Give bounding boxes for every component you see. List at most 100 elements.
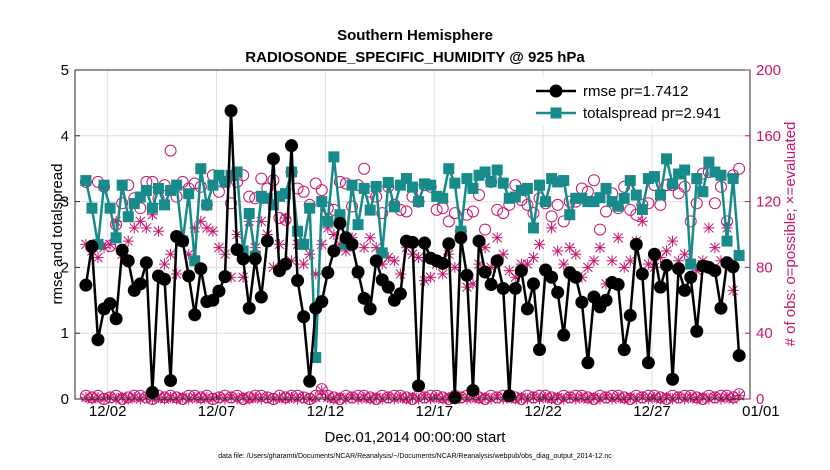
rmse-point — [587, 290, 601, 304]
obs-evaluated-marker — [122, 235, 134, 247]
rmse-point — [666, 372, 680, 386]
rmse-point — [684, 270, 698, 284]
obs-evaluated-marker — [201, 391, 213, 403]
spread-point — [515, 184, 527, 196]
spread-point — [219, 176, 231, 188]
spread-point — [189, 255, 201, 267]
rmse-point — [351, 265, 365, 279]
rmse-point — [176, 234, 190, 248]
spread-point — [255, 190, 267, 202]
rmse-point — [496, 281, 510, 295]
obs-evaluated-marker — [213, 391, 225, 403]
spread-point — [727, 173, 739, 185]
rmse-point — [623, 308, 637, 322]
rmse-point — [363, 302, 377, 316]
spread-point — [86, 202, 98, 214]
obs-evaluated-marker — [661, 391, 673, 403]
obs-possible-marker — [309, 177, 322, 190]
x-axis-label: Dec.01,2014 00:00:00 start — [325, 429, 507, 446]
obs-evaluated-marker — [273, 391, 285, 403]
rmse-point — [557, 328, 571, 342]
rmse-point — [653, 280, 667, 294]
obs-evaluated-marker — [594, 242, 606, 254]
legend: rmse pr=1.7412 totalspread pr=2.941 — [530, 76, 745, 126]
obs-evaluated-marker — [425, 271, 437, 283]
plot-frame — [74, 69, 751, 400]
spread-point — [564, 209, 576, 221]
obs-evaluated-marker — [697, 391, 709, 403]
spread-point — [419, 178, 431, 190]
spread-point — [292, 225, 304, 237]
obs-possible-marker — [527, 207, 540, 220]
obs-possible-marker — [442, 215, 455, 228]
rmse-point — [285, 139, 299, 153]
spread-point — [328, 151, 340, 163]
spread-point — [691, 173, 703, 185]
rmse-point — [242, 301, 256, 315]
spread-point — [152, 182, 164, 194]
spread-point — [733, 250, 745, 262]
obs-evaluated-marker — [733, 390, 745, 402]
obs-evaluated-marker — [667, 235, 679, 247]
rmse-point — [520, 302, 534, 316]
chart-title: Southern Hemisphere — [337, 27, 493, 44]
spread-point — [358, 182, 370, 194]
obs-evaluated-marker — [703, 222, 715, 234]
spread-point — [201, 199, 213, 211]
spread-point — [382, 177, 394, 189]
obs-possible-marker — [473, 189, 486, 202]
spread-point — [279, 188, 291, 200]
obs-possible-marker — [146, 175, 159, 188]
y-right-tick-label: 40 — [756, 325, 773, 342]
obs-evaluated-marker — [165, 248, 177, 260]
y-tick-label: 4 — [61, 128, 69, 145]
spread-point — [80, 175, 92, 187]
rmse-point — [442, 237, 456, 251]
y-axis-label: rmse and totalspread — [49, 164, 66, 305]
spread-point — [346, 179, 358, 191]
obs-evaluated-marker — [388, 255, 400, 267]
obs-evaluated-marker — [588, 255, 600, 267]
y-axis-right-label: # of obs: o=possible; ×=evaluated — [782, 122, 799, 347]
obs-possible-marker — [624, 203, 637, 216]
rmse-point — [412, 379, 426, 393]
obs-evaluated-marker — [382, 391, 394, 403]
rmse-point — [551, 285, 565, 299]
obs-possible-marker — [594, 223, 606, 236]
rmse-point — [236, 252, 250, 266]
spread-point — [243, 207, 255, 219]
y-tick-label: 1 — [61, 325, 69, 342]
rmse-point — [484, 278, 498, 292]
y-right-tick-label: 200 — [756, 62, 781, 79]
obs-evaluated-marker — [358, 391, 370, 403]
rmse-point — [230, 243, 244, 257]
spread-point — [304, 202, 316, 214]
obs-possible-marker — [587, 174, 600, 187]
rmse-point — [436, 256, 450, 270]
obs-evaluated-marker — [636, 215, 648, 227]
obs-possible-marker — [376, 207, 389, 220]
spread-point — [491, 164, 503, 176]
rmse-point — [690, 324, 704, 338]
rmse-point — [460, 268, 474, 282]
spread-point — [473, 169, 485, 181]
obs-evaluated-marker — [207, 225, 219, 237]
obs-evaluated-marker — [570, 248, 582, 260]
spread-point — [648, 171, 660, 183]
obs-evaluated-marker — [334, 391, 346, 403]
spread-point — [521, 182, 533, 194]
obs-evaluated-marker — [159, 258, 171, 270]
obs-evaluated-marker — [237, 391, 249, 403]
spread-point — [159, 199, 171, 211]
obs-evaluated-marker — [116, 391, 128, 403]
rmse-point — [672, 262, 686, 276]
obs-evaluated-marker — [709, 242, 721, 254]
obs-possible-marker — [690, 197, 703, 210]
spread-point — [503, 192, 515, 204]
rmse-point — [490, 254, 504, 268]
obs-evaluated-marker — [273, 238, 285, 250]
rmse-point — [278, 257, 292, 271]
rmse-point — [393, 287, 407, 301]
spread-point — [437, 192, 449, 204]
rmse-point — [732, 349, 746, 363]
